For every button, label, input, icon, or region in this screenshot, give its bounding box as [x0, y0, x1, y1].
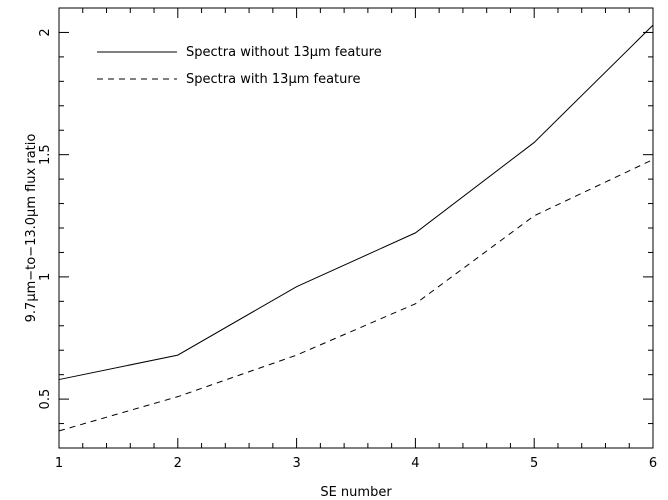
y-tick-label: 1 [38, 273, 53, 281]
y-tick-label: 0.5 [38, 389, 53, 410]
y-tick-label: 1.5 [38, 144, 53, 165]
legend-label-without-feature: Spectra without 13μm feature [186, 45, 382, 60]
y-axis-ticks: 0.5 1 1.5 2 [38, 7, 653, 449]
x-tick-label: 4 [411, 456, 419, 471]
x-tick-label: 3 [292, 456, 300, 471]
series-line-with-feature [58, 159, 654, 432]
x-tick-label: 6 [649, 456, 657, 471]
y-axis-title: 9.7μm−to−13.0μm flux ratio [24, 134, 39, 323]
x-axis-ticks: 1 2 3 4 5 6 [55, 8, 657, 471]
legend: Spectra without 13μm feature Spectra wit… [97, 45, 382, 87]
x-tick-label: 1 [55, 456, 63, 471]
y-tick-label: 2 [38, 28, 53, 36]
series-layer [58, 24, 654, 432]
legend-label-with-feature: Spectra with 13μm feature [186, 72, 360, 87]
x-axis-title: SE number [320, 485, 392, 500]
x-tick-label: 2 [174, 456, 182, 471]
x-tick-label: 5 [530, 456, 538, 471]
series-line-without-feature [58, 24, 654, 381]
